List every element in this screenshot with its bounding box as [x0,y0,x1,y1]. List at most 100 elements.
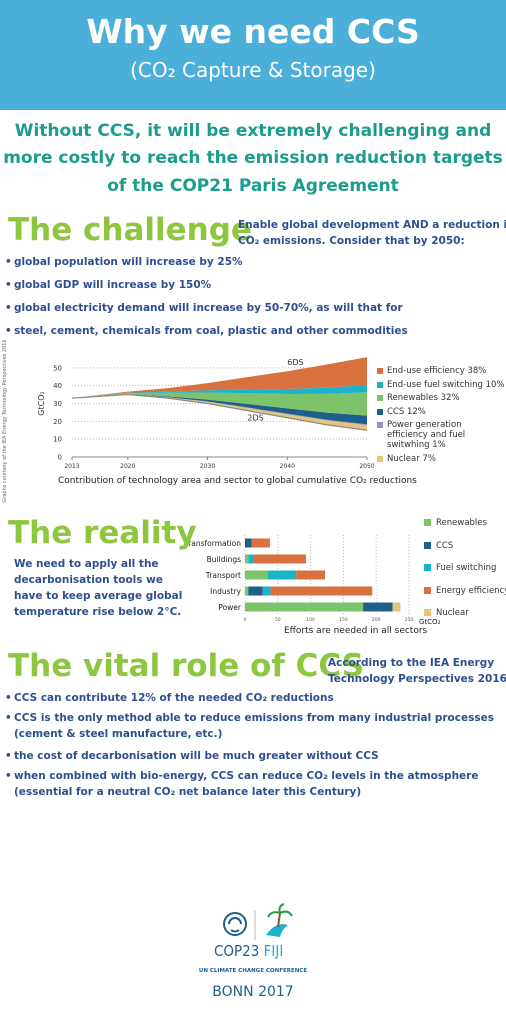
bar-segment [245,554,249,564]
area-segment [72,357,367,399]
x-tick-label: 200 [372,617,381,623]
legend-label: Renewables 32% [387,393,460,403]
x-tick-label: 50 [275,617,281,623]
credit: Graphs courtesy of the IEA Energy Techno… [2,339,8,503]
bar-segment [248,586,263,596]
legend-swatch [424,564,431,571]
footer-conference: UN CLIMATE CHANGE CONFERENCE [198,968,308,974]
body-line: We need to apply all the [14,558,159,570]
legend-swatch [377,395,383,401]
bar-segment [392,602,401,612]
legend-swatch [377,455,383,462]
y-tick-label: 20 [53,418,62,426]
section-heading: The vital role of CCS [8,648,365,684]
y-tick-label: Transformation [184,539,242,548]
x-tick-label: 2040 [280,463,295,470]
chart-caption: Efforts are needed in all sectors [284,626,428,636]
bullet-continued: (cement & steel manufacture, etc.) [14,728,223,740]
section-note: According to the IEA Energy [328,657,495,669]
intro-line: Without CCS, it will be extremely challe… [14,121,492,141]
chart-caption: Contribution of technology area and sect… [58,476,417,486]
legend-label: Power generation efficiency and fuel swi… [387,420,466,450]
bullet: global GDP will increase by 150% [5,279,211,291]
bar-segment [251,538,270,548]
bullet: the cost of decarbonisation will be much… [5,750,379,762]
x-tick-label: 150 [339,617,348,623]
intro-line: more costly to reach the emission reduct… [3,148,503,168]
section-note: CO₂ emissions. Consider that by 2050: [238,235,465,247]
page-subtitle: (CO₂ Capture & Storage) [130,58,376,82]
y-tick-label: 10 [53,436,62,444]
bullet: when combined with bio-energy, CCS can r… [5,770,478,782]
y-tick-label: Buildings [207,555,241,564]
bullet: global population will increase by 25% [5,256,243,268]
bar-segment [245,570,268,580]
body-line: have to keep average global [14,590,183,602]
x-tick-label: 2050 [359,463,374,470]
legend-label: Fuel switching [436,563,497,573]
legend-label: Nuclear [436,608,469,618]
legend-swatch [424,541,431,549]
x-tick-label: 2013 [64,463,79,470]
legend-label: Energy efficiency [436,585,506,596]
header-band [0,0,506,110]
legend-swatch [424,586,431,594]
y-tick-label: 40 [53,382,62,390]
section-note: Enable global development AND a reductio… [238,219,506,231]
legend-swatch [377,368,383,374]
bar-segment [363,602,393,612]
baseline-line [71,393,368,431]
footer-event: COP23 FIJI [214,942,283,960]
legend-swatch [377,381,383,388]
legend-label: End-use fuel switching 10% [387,379,505,390]
y-tick-label: 0 [58,454,62,462]
bar-segment [248,554,254,564]
intro-line: of the COP21 Paris Agreement [107,176,399,196]
x-tick-label: 0 [244,617,247,623]
y-axis-label: GtCO₂ [37,391,46,415]
legend-label: End-use efficiency 38% [387,366,487,376]
annotation: 2DS [247,414,263,423]
section-heading: The reality [8,515,197,551]
bar-segment [253,554,307,564]
bullet: global electricity demand will increase … [5,302,403,314]
page-title: Why we need CCS [86,12,420,51]
fiji-logo [266,903,293,937]
bullet-continued: (essential for a neutral CO₂ net balance… [14,786,362,798]
legend-swatch [377,422,383,428]
x-tick-label: 250 [405,617,414,623]
y-tick-label: 30 [53,400,62,408]
bar-segment [262,586,271,596]
legend-label: CCS 12% [387,406,426,417]
un-logo [223,912,247,936]
legend-label: CCS [436,540,454,551]
y-tick-label: Industry [210,587,241,596]
y-tick-label: Power [218,603,242,612]
y-tick-label: Transport [205,571,241,580]
legend-label: Renewables [436,518,487,528]
bar-segment [245,538,252,548]
footer-host: FIJI [263,942,284,960]
legend-swatch [424,519,431,526]
bar-segment [270,586,373,596]
bullet: steel, cement, chemicals from coal, plas… [5,325,408,337]
annotation: 6DS [287,358,303,367]
footer-place: BONN 2017 [212,984,294,1000]
area-segment [72,384,367,399]
bullet: CCS can contribute 12% of the needed CO₂… [5,692,334,704]
bar-segment [245,602,364,612]
section-heading: The challenge [8,212,252,248]
footer-event-name: COP23 [214,942,260,960]
legend-swatch [424,609,431,616]
legend-label: Nuclear 7% [387,453,436,464]
bar-segment [267,570,297,580]
bar-segment [245,586,249,596]
legend-swatch [377,408,383,415]
bullet: CCS is the only method able to reduce em… [5,712,494,724]
x-tick-label: 2020 [120,463,135,470]
bar-segment [296,570,326,580]
y-tick-label: 50 [53,364,62,372]
body-line: temperature rise below 2°C. [14,606,182,618]
